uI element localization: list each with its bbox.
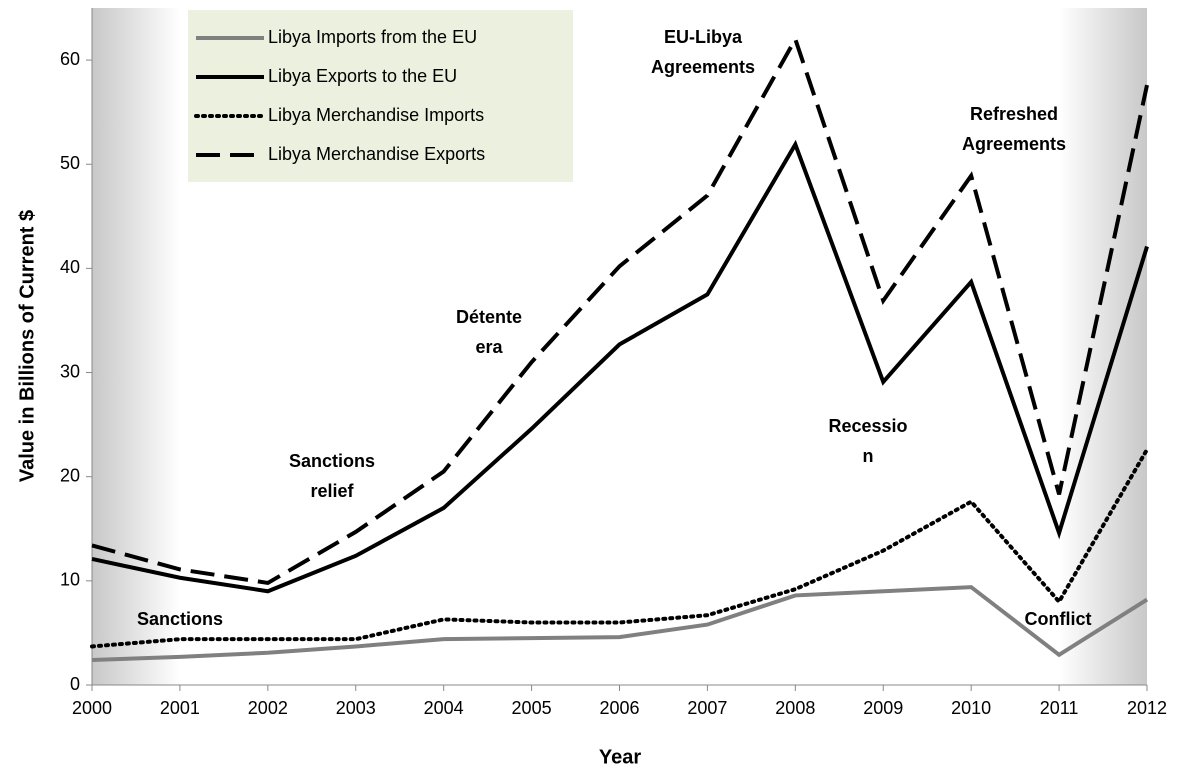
y-tick-label: 10: [60, 570, 80, 590]
x-tick-label: 2006: [599, 698, 639, 718]
series-line: [91, 585, 1149, 663]
x-tick-label: 2008: [775, 698, 815, 718]
x-tick-label: 2009: [863, 698, 903, 718]
annotation: Détente: [456, 307, 522, 327]
series-line: [91, 34, 1149, 586]
x-tick-label: 2001: [160, 698, 200, 718]
annotation: relief: [310, 481, 354, 501]
x-tick-label: 2004: [424, 698, 464, 718]
legend-label: Libya Exports to the EU: [268, 66, 457, 86]
annotation: Sanctions: [289, 451, 375, 471]
y-tick-label: 0: [70, 674, 80, 694]
annotation: n: [863, 446, 874, 466]
series-line: [90, 447, 1149, 649]
y-tick-label: 40: [60, 257, 80, 277]
x-tick-label: 2011: [1040, 698, 1079, 718]
x-tick-label: 2000: [72, 698, 112, 718]
y-tick-label: 50: [60, 153, 80, 173]
annotation: EU-Libya: [664, 27, 743, 47]
y-tick-label: 20: [60, 465, 80, 485]
y-axis-label: Value in Billions of Current $: [16, 210, 38, 482]
annotation: Agreements: [651, 57, 755, 77]
shade-left: [92, 8, 180, 685]
x-tick-label: 2010: [951, 698, 991, 718]
legend-label: Libya Merchandise Imports: [268, 105, 484, 125]
y-tick-label: 30: [60, 361, 80, 381]
x-tick-label: 2003: [336, 698, 376, 718]
annotation: Sanctions: [137, 609, 223, 629]
legend-label: Libya Imports from the EU: [268, 27, 477, 47]
series-line: [91, 139, 1149, 594]
x-tick-label: 2002: [248, 698, 288, 718]
x-axis-label: Year: [599, 746, 641, 768]
x-tick-label: 2007: [687, 698, 727, 718]
annotation: Conflict: [1025, 609, 1092, 629]
y-tick-label: 60: [60, 49, 80, 69]
annotation: era: [475, 337, 503, 357]
x-tick-label: 2012: [1127, 698, 1167, 718]
annotation: Recessio: [828, 416, 907, 436]
x-tick-label: 2005: [512, 698, 552, 718]
shade-right: [1059, 8, 1147, 685]
annotation: Agreements: [962, 134, 1066, 154]
annotation: Refreshed: [970, 104, 1058, 124]
legend-label: Libya Merchandise Exports: [268, 144, 485, 164]
